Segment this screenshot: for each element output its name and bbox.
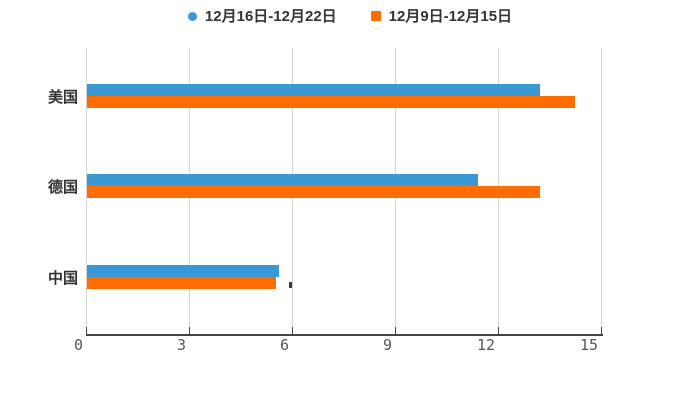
x-tick-label: 9 [382,336,392,354]
bar-series2-row2 [87,186,541,198]
x-axis-tick [601,327,602,334]
x-tick-label: 0 [73,336,83,354]
category-label: 中国 [47,269,78,287]
bar-series1-row1 [87,83,541,96]
bar-series1-row2 [87,174,479,186]
bar-series1-row3 [87,264,280,277]
x-tick-label: 15 [579,336,598,354]
x-axis-line [86,334,603,336]
legend-item-dec9-dec15[interactable]: 12月9日-12月15日 [370,7,513,25]
chart-legend: 12月16日-12月22日 12月9日-12月15日 [0,5,700,27]
x-axis-tick [498,327,499,334]
bar-series2-row1 [87,95,575,108]
x-tick-label: 6 [279,336,289,354]
square-marker-icon [370,11,381,21]
x-axis-tick [395,327,396,334]
bar-series2-row3 [87,276,276,289]
circle-marker-icon [187,11,197,21]
x-tick-label: 3 [176,336,186,354]
legend-label-dec16-dec22: 12月16日-12月22日 [204,7,337,25]
plot-area [86,48,602,327]
category-label: 德国 [47,179,78,196]
x-axis-tick [292,327,293,334]
gridline [601,48,602,327]
category-label: 美国 [47,88,78,106]
dash-mark [289,282,292,288]
legend-label-dec9-dec15: 12月9日-12月15日 [388,7,513,25]
gridline [86,48,87,327]
x-axis-tick [189,327,190,334]
legend-item-dec16-dec22[interactable]: 12月16日-12月22日 [187,7,337,25]
x-axis-tick [86,327,87,334]
x-tick-label: 12 [476,336,495,354]
